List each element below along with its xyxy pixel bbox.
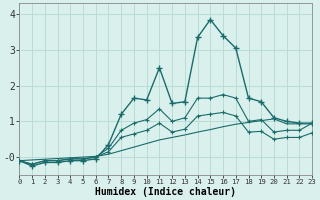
X-axis label: Humidex (Indice chaleur): Humidex (Indice chaleur) <box>95 186 236 197</box>
